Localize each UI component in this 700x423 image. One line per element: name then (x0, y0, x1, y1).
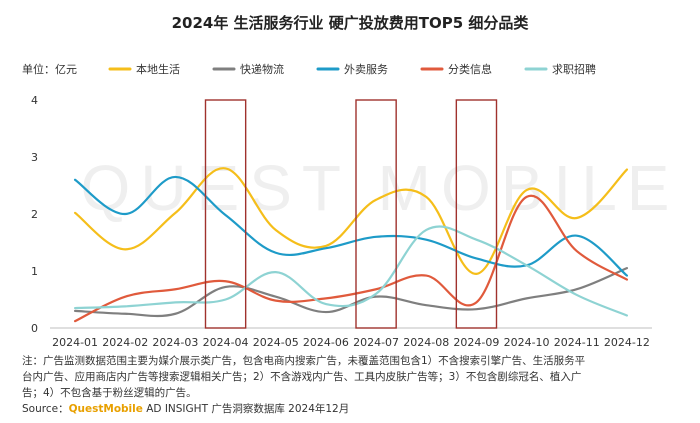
source-line: Source：QuestMobile AD INSIGHT 广告洞察数据库 20… (22, 402, 349, 415)
legend-label-0: 本地生活 (136, 62, 180, 76)
y-tick-label-0: 0 (31, 322, 38, 335)
source-brand: QuestMobile (69, 403, 143, 415)
x-tick-label-0: 2024-01 (52, 336, 98, 349)
source-rest: AD INSIGHT 广告洞察数据库 2024年12月 (143, 402, 349, 415)
legend: 本地生活 快递物流 外卖服务 分类信息 求职招聘 (108, 62, 596, 76)
x-tick-label-5: 2024-06 (303, 336, 349, 349)
x-tick-label-3: 2024-04 (203, 336, 249, 349)
unit-label: 单位：亿元 (22, 62, 77, 76)
chart-title: 2024年 生活服务行业 硬广投放费用TOP5 细分品类 (172, 14, 530, 32)
x-tick-label-7: 2024-08 (403, 336, 449, 349)
highlight-box-2 (455, 99, 498, 329)
source-prefix: Source： (22, 403, 69, 415)
watermark: QUEST MOBILE (81, 152, 680, 224)
x-tick-label-4: 2024-05 (253, 336, 299, 349)
series-line-2 (73, 175, 629, 277)
note-line-1: 注：广告监测数据范围主要为媒介展示类广告，包含电商内搜索广告，未覆盖范围包含1）… (22, 354, 585, 367)
legend-label-4: 求职招聘 (552, 62, 596, 76)
series-lines (73, 167, 629, 323)
highlight-box-1 (355, 99, 397, 329)
highlight-boxes (204, 99, 498, 329)
x-tick-label-11: 2024-12 (604, 336, 650, 349)
x-tick-label-9: 2024-10 (504, 336, 550, 349)
y-tick-label-3: 3 (31, 151, 38, 164)
y-tick-label-1: 1 (31, 265, 38, 278)
highlight-box-0 (204, 99, 247, 329)
y-tick-label-4: 4 (31, 94, 38, 107)
x-tick-label-1: 2024-02 (102, 336, 148, 349)
series-line-4 (73, 225, 629, 317)
legend-label-1: 快递物流 (240, 62, 284, 76)
x-tick-label-8: 2024-09 (453, 336, 499, 349)
x-tick-label-6: 2024-07 (353, 336, 399, 349)
note-line-2: 台内广告、应用商店内广告等搜索逻辑相关广告；2）不含游戏内广告、工具内皮肤广告等… (22, 370, 581, 383)
series-line-0 (73, 167, 629, 275)
y-tick-label-2: 2 (31, 208, 38, 221)
note-line-3: 告；4）不包含基于粉丝逻辑的广告。 (22, 386, 197, 399)
legend-label-3: 分类信息 (448, 62, 492, 76)
x-tick-label-2: 2024-03 (152, 336, 198, 349)
x-axis: 2024-01 2024-02 2024-03 2024-04 2024-05 2024-… (50, 327, 652, 349)
series-line-3 (73, 194, 629, 323)
legend-label-2: 外卖服务 (344, 63, 388, 76)
y-axis: 0 1 2 3 4 (31, 94, 38, 335)
x-tick-label-10: 2024-11 (554, 336, 600, 349)
